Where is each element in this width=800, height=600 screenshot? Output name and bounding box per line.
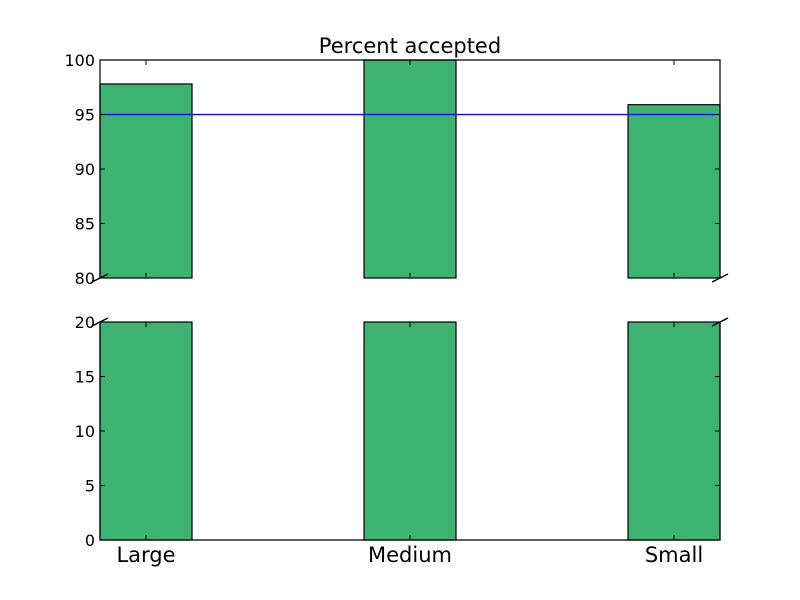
- lower-ytick-label: 10: [75, 422, 95, 441]
- category-label-small: Small: [645, 543, 703, 567]
- lower-ytick-label: 20: [75, 313, 95, 332]
- axis-break-mark: [91, 317, 109, 327]
- chart-title: Percent accepted: [319, 34, 501, 58]
- lower-ytick-label: 5: [85, 477, 95, 496]
- lower-bar-small: [627, 321, 721, 541]
- category-labels: Large Medium Small: [116, 543, 703, 567]
- lower-bar-medium: [363, 321, 457, 541]
- axis-break-mark: [711, 317, 729, 327]
- upper-ytick-label: 95: [75, 106, 95, 125]
- axis-break-mark: [91, 273, 109, 283]
- lower-ytick-label: 0: [85, 531, 95, 550]
- upper-bar-large: [99, 83, 193, 279]
- lower-bar-large: [99, 321, 193, 541]
- category-label-medium: Medium: [368, 543, 452, 567]
- upper-ytick-label: 100: [64, 51, 95, 70]
- upper-bar-medium: [363, 59, 457, 279]
- upper-ytick-label: 90: [75, 160, 95, 179]
- axis-break-mark: [711, 273, 729, 283]
- upper-ytick-label: 85: [75, 215, 95, 234]
- lower-ytick-label: 15: [75, 368, 95, 387]
- upper-bar-small: [627, 104, 721, 279]
- lower-frame: [99, 322, 721, 541]
- upper-panel: 80 85 90 95 100: [64, 51, 729, 288]
- lower-panel: 0 5 10 15 20: [75, 313, 729, 550]
- category-label-large: Large: [116, 543, 175, 567]
- upper-frame: [99, 59, 721, 278]
- upper-ytick-label: 80: [75, 269, 95, 288]
